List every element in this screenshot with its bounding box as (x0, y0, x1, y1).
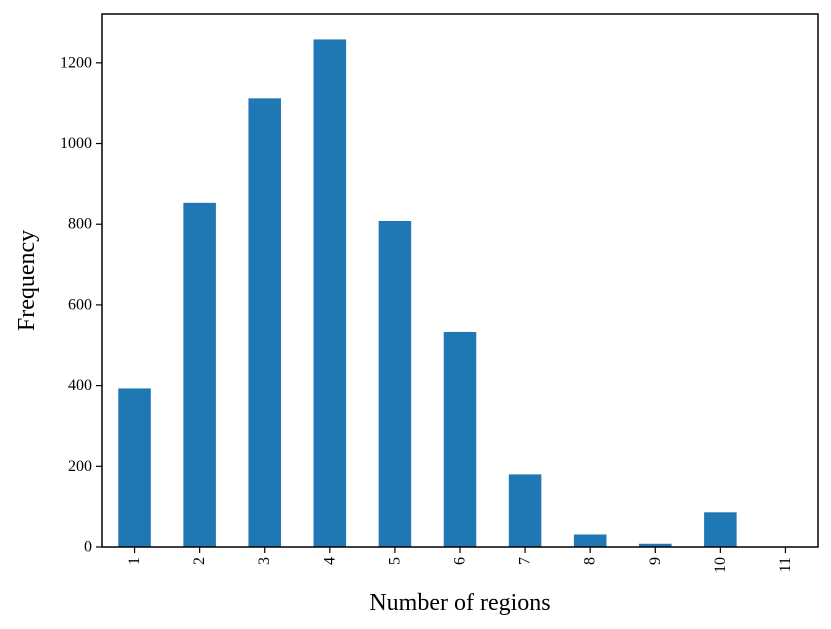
x-tick-label: 10 (712, 557, 729, 573)
x-tick-label: 4 (321, 557, 338, 565)
x-axis-title: Number of regions (369, 590, 550, 616)
y-tick-label: 1200 (60, 54, 92, 71)
bar-2 (183, 202, 216, 547)
bar-3 (248, 98, 281, 547)
x-tick-label: 2 (191, 557, 208, 565)
plot-frame (101, 13, 819, 548)
bar-10 (704, 512, 737, 547)
bars-layer (118, 39, 802, 548)
x-tick-label: 1 (126, 557, 143, 565)
y-tick-label: 800 (68, 216, 92, 233)
bar-7 (508, 474, 542, 547)
x-tick-label: 5 (386, 557, 403, 565)
bar-9 (639, 543, 672, 547)
y-tick-label: 1000 (60, 135, 92, 152)
x-tick-label: 6 (452, 557, 469, 565)
x-tick-label: 11 (777, 557, 794, 572)
y-axis-title: Frequency (14, 230, 40, 331)
x-axis-ticks: 1 2 3 4 5 6 7 8 9 10 11 (126, 547, 794, 573)
bar-8 (573, 534, 607, 547)
y-axis-ticks: 0 200 400 600 800 1000 1200 (60, 54, 102, 556)
x-tick-label: 8 (582, 557, 599, 565)
x-tick-label: 3 (256, 557, 273, 565)
y-tick-label: 0 (84, 539, 92, 556)
y-tick-label: 400 (68, 377, 92, 394)
bar-4 (313, 39, 347, 548)
y-tick-label: 600 (68, 296, 92, 313)
bar-1 (118, 388, 151, 547)
bar-6 (443, 331, 477, 547)
y-tick-label: 200 (68, 458, 92, 475)
x-tick-label: 7 (517, 557, 534, 565)
bar-5 (378, 220, 412, 547)
x-tick-label: 9 (647, 557, 664, 565)
